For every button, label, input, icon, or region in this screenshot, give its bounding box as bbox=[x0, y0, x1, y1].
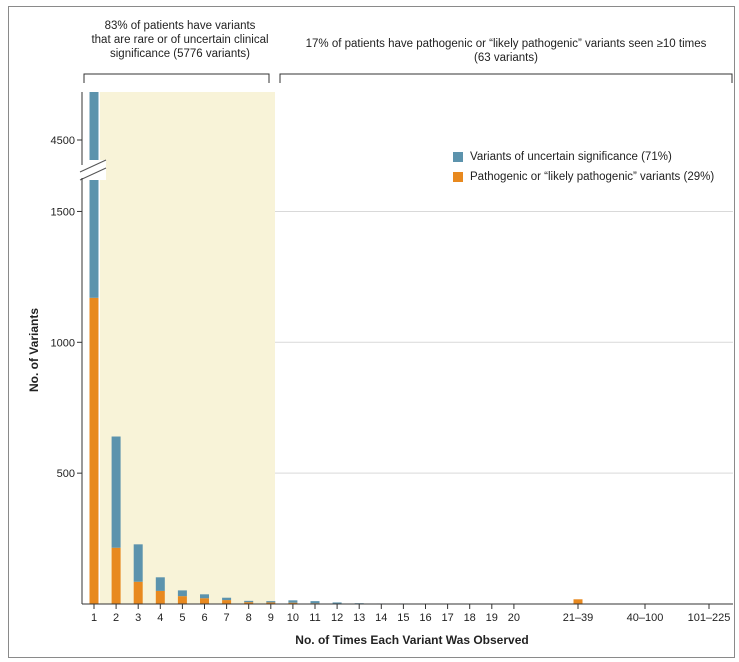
bar-pathogenic-10 bbox=[288, 602, 298, 604]
rare-variants-highlight bbox=[100, 92, 275, 604]
bar-uncertain-12 bbox=[332, 602, 342, 604]
bar-uncertain-10 bbox=[288, 600, 298, 603]
bar-pathogenic-8 bbox=[244, 602, 254, 604]
x-tick-label-15: 15 bbox=[397, 612, 409, 624]
left-group-line-2: that are rare or of uncertain clinical bbox=[91, 34, 269, 46]
x-tick-label-3: 3 bbox=[135, 612, 141, 624]
legend-label-pathogenic: Pathogenic or “likely pathogenic” varian… bbox=[470, 171, 715, 183]
x-tick-label-11: 11 bbox=[309, 612, 320, 624]
x-tick-label-9: 9 bbox=[268, 612, 274, 624]
x-tick-label-18: 18 bbox=[464, 612, 476, 624]
left-group-line-1: 83% of patients have variants bbox=[104, 20, 256, 32]
bar-pathogenic-2 bbox=[111, 547, 121, 604]
bar-uncertain-9 bbox=[266, 601, 276, 603]
x-tick-label-5: 5 bbox=[179, 612, 185, 624]
x-tick-label-16: 16 bbox=[419, 612, 431, 624]
right-group-line-2: (63 variants) bbox=[474, 52, 538, 64]
bar-pathogenic-7 bbox=[222, 600, 232, 604]
bracket-recurrent-variants bbox=[279, 73, 733, 83]
x-tick-label-8: 8 bbox=[246, 612, 252, 624]
legend-swatch-pathogenic bbox=[453, 172, 463, 182]
x-tick-label-40–100: 40–100 bbox=[627, 612, 664, 624]
y-tick-label-3: 4500 bbox=[51, 135, 75, 147]
axis-break-mark-1 bbox=[79, 159, 107, 173]
bar-uncertain-3 bbox=[133, 544, 143, 582]
x-tick-label-14: 14 bbox=[375, 612, 387, 624]
y-tick-label-1: 1000 bbox=[51, 337, 75, 349]
bar-pathogenic-9 bbox=[266, 602, 276, 604]
x-tick-label-17: 17 bbox=[441, 612, 453, 624]
x-tick-label-4: 4 bbox=[157, 612, 163, 624]
bar-uncertain-7 bbox=[222, 597, 232, 601]
x-tick-label-1: 1 bbox=[91, 612, 97, 624]
bar-uncertain-1 bbox=[89, 92, 99, 298]
bar-pathogenic-5 bbox=[177, 596, 187, 604]
axis-break-mark-2 bbox=[79, 167, 107, 181]
x-tick-label-6: 6 bbox=[201, 612, 207, 624]
x-tick-label-7: 7 bbox=[224, 612, 230, 624]
x-tick-label-101–225: 101–225 bbox=[688, 612, 731, 624]
bar-uncertain-2 bbox=[111, 436, 121, 548]
bar-uncertain-6 bbox=[200, 594, 209, 599]
legend-item-pathogenic: Pathogenic or “likely pathogenic” varian… bbox=[453, 167, 714, 187]
bar-pathogenic-3 bbox=[133, 581, 143, 604]
legend-item-uncertain: Variants of uncertain significance (71%) bbox=[453, 147, 714, 167]
axis-break-gap bbox=[80, 160, 106, 180]
bar-uncertain-5 bbox=[177, 590, 187, 597]
x-tick-label-10: 10 bbox=[287, 612, 299, 624]
y-tick-label-0: 500 bbox=[57, 468, 75, 480]
bar-uncertain-11 bbox=[310, 601, 320, 604]
bracket-rare-variants bbox=[83, 73, 270, 83]
x-axis-label: No. of Times Each Variant Was Observed bbox=[295, 633, 529, 647]
x-tick-label-12: 12 bbox=[331, 612, 343, 624]
x-tick-label-13: 13 bbox=[353, 612, 365, 624]
bar-pathogenic-4 bbox=[155, 590, 165, 604]
x-tick-label-21–39: 21–39 bbox=[563, 612, 594, 624]
group-brackets bbox=[83, 73, 733, 83]
left-group-line-3: significance (5776 variants) bbox=[110, 48, 250, 60]
grid-lines bbox=[275, 210, 733, 474]
x-tick-label-20: 20 bbox=[508, 612, 520, 624]
y-axis-label: No. of Variants bbox=[27, 307, 41, 393]
left-group-annotation: 83% of patients have variants that are r… bbox=[62, 19, 298, 61]
figure-frame bbox=[8, 6, 735, 658]
bar-pathogenic-1 bbox=[89, 297, 99, 604]
x-tick-label-19: 19 bbox=[486, 612, 498, 624]
bar-uncertain-13 bbox=[354, 603, 364, 604]
bar-uncertain-8 bbox=[244, 600, 254, 603]
right-group-line-1: 17% of patients have pathogenic or “like… bbox=[305, 38, 707, 50]
legend-swatch-uncertain bbox=[453, 152, 463, 162]
bar-pathogenic-21–39 bbox=[573, 599, 583, 604]
y-tick-label-2: 1500 bbox=[51, 206, 75, 218]
bar-uncertain-4 bbox=[155, 577, 165, 591]
bar-pathogenic-6 bbox=[200, 598, 209, 604]
x-tick-label-2: 2 bbox=[113, 612, 119, 624]
right-group-annotation: 17% of patients have pathogenic or “like… bbox=[278, 37, 734, 65]
legend: Variants of uncertain significance (71%)… bbox=[453, 147, 714, 187]
legend-label-uncertain: Variants of uncertain significance (71%) bbox=[470, 151, 672, 163]
